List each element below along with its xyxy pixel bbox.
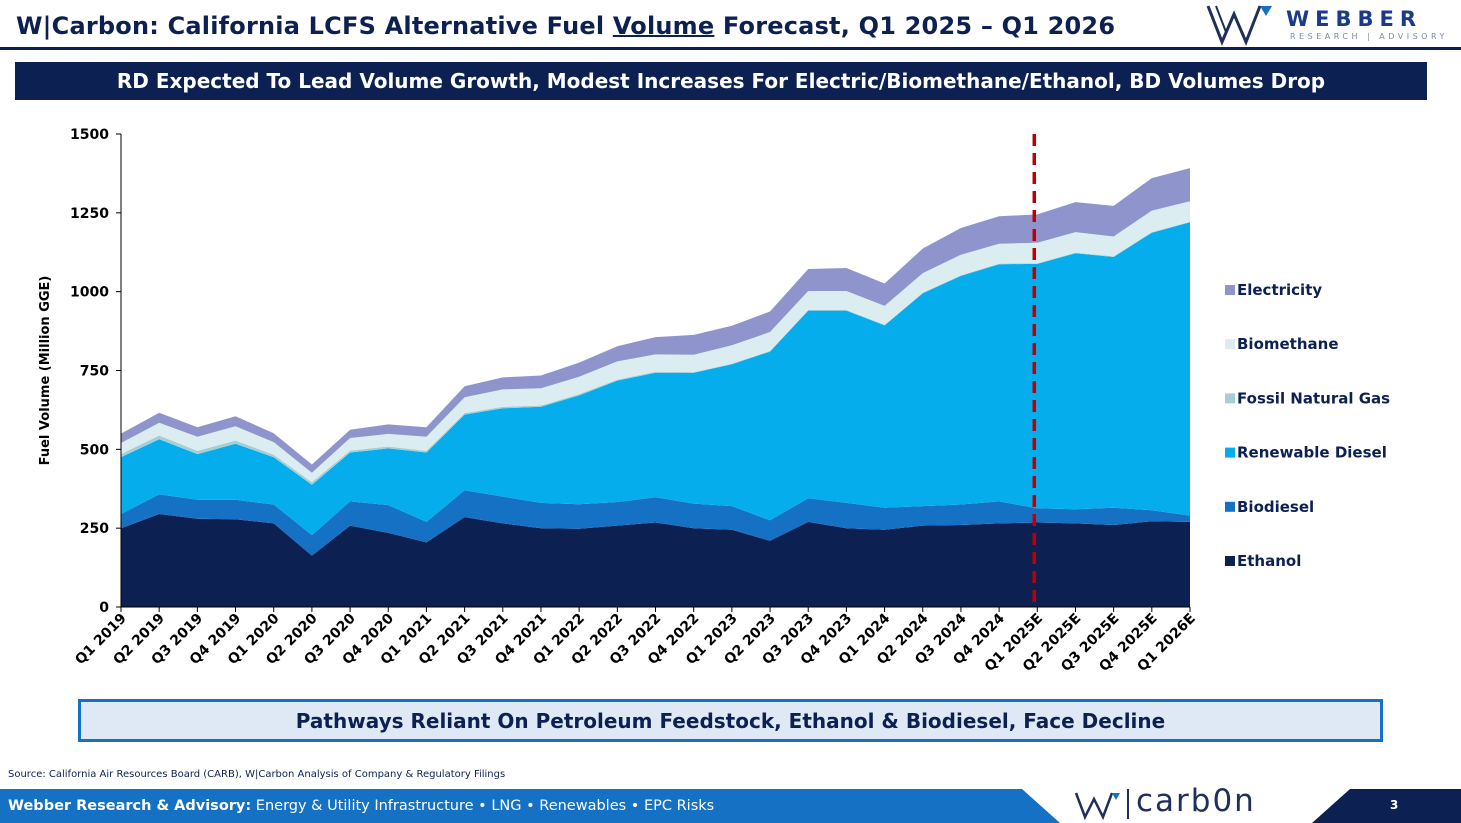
legend-label-fossil-natural-gas: Fossil Natural Gas [1237,389,1390,407]
webber-logo: WEBBER RESEARCH | ADVISORY [1204,2,1454,46]
legend-swatch-biodiesel [1225,501,1235,512]
legend-label-biomethane: Biomethane [1237,335,1339,353]
y-tick-label: 1000 [70,285,109,301]
title-rule [0,47,1461,50]
legend-swatch-electricity [1225,285,1235,295]
webber-w-icon [1206,5,1272,46]
y-tick-label: 250 [80,521,109,537]
page-title: W|Carbon: California LCFS Alternative Fu… [16,12,1116,40]
y-tick-label: 500 [80,442,109,458]
series-area-biodiesel [121,490,1190,556]
volume-stacked-area-chart: 0 250 500 750 1000 1250 1500 Fuel Volume (Milli… [38,127,1390,675]
footer-text: Webber Research & Advisory: Energy & Uti… [8,798,715,814]
series-area-renewable-diesel [121,222,1190,536]
source-note: Source: California Air Resources Board (… [8,769,506,780]
series-area-ethanol [121,514,1190,607]
footer-logo-wordmark: carb0n [1136,783,1256,819]
wcarbon-w-icon [1074,789,1129,821]
y-tick-label: 750 [80,364,109,380]
footer-bar [0,789,1461,823]
legend-label-renewable-diesel: Renewable Diesel [1237,444,1387,462]
legend-swatch-ethanol [1225,556,1235,566]
logo-subtitle: RESEARCH | ADVISORY [1290,32,1448,41]
y-tick-label: 0 [99,600,109,616]
logo-wordmark: WEBBER [1286,7,1423,31]
legend-label-biodiesel: Biodiesel [1237,498,1314,516]
legend-label-ethanol: Ethanol [1237,552,1301,570]
legend-label-electricity: Electricity [1237,281,1322,299]
wcarbon-logo: carb0n [1072,783,1302,821]
callout-box: Pathways Reliant On Petroleum Feedstock,… [78,699,1383,742]
y-tick-label: 1250 [70,206,109,222]
legend-swatch-fossil-natural-gas [1225,393,1235,404]
y-axis-title: Fuel Volume (Million GGE) [38,276,53,466]
legend-swatch-biomethane [1225,339,1235,350]
legend-swatch-renewable-diesel [1225,447,1235,458]
headline-banner: RD Expected To Lead Volume Growth, Modes… [15,62,1427,100]
page-number: 3 [1390,798,1399,812]
y-tick-label: 1500 [70,127,109,143]
